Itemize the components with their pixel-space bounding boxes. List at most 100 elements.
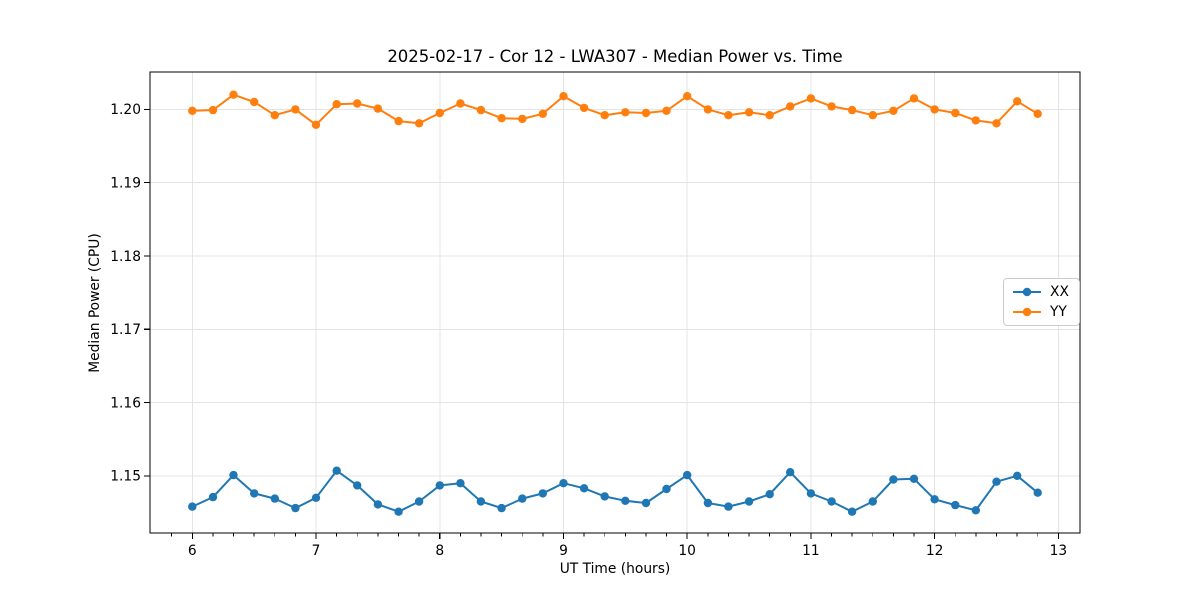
data-point-YY <box>229 90 238 99</box>
x-tick-label: 7 <box>312 543 321 559</box>
data-point-XX <box>1013 471 1022 480</box>
data-point-YY <box>765 111 774 120</box>
data-point-XX <box>518 494 527 503</box>
data-point-XX <box>559 479 568 488</box>
data-point-YY <box>827 102 836 111</box>
data-point-XX <box>250 489 259 498</box>
data-point-XX <box>1033 488 1042 497</box>
data-point-YY <box>806 94 816 103</box>
data-point-YY <box>476 105 486 115</box>
data-point-XX <box>311 493 321 502</box>
legend-line-marker-icon <box>1013 307 1041 317</box>
data-point-XX <box>208 492 218 502</box>
tick-labels: 6 7 8 9 10 11 12 13 1.15 1.16 1.17 1.18 1.19 1.20 <box>110 102 1067 559</box>
data-point-XX <box>621 496 630 505</box>
data-point-XX <box>703 498 713 508</box>
data-point-YY <box>744 108 754 117</box>
data-point-YY <box>683 92 692 101</box>
y-tick-label: 1.15 <box>110 469 141 485</box>
data-point-YY <box>270 111 279 120</box>
y-tick-label: 1.17 <box>110 322 141 338</box>
x-tick-label: 11 <box>802 543 820 559</box>
data-point-XX <box>600 492 609 501</box>
data-point-YY <box>518 114 527 124</box>
data-point-XX <box>497 503 506 513</box>
data-point-XX <box>538 489 547 498</box>
data-point-YY <box>971 116 980 125</box>
data-point-XX <box>291 503 300 513</box>
plot-border <box>149 71 1081 534</box>
data-point-YY <box>786 102 795 111</box>
data-point-XX <box>662 484 671 494</box>
data-point-YY <box>930 105 939 114</box>
data-point-XX <box>744 497 754 506</box>
x-tick-label: 12 <box>926 543 944 559</box>
series-YY <box>188 90 1042 129</box>
data-point-YY <box>208 105 218 115</box>
data-point-XX <box>724 502 733 511</box>
data-point-XX <box>806 489 816 498</box>
data-point-YY <box>724 111 733 120</box>
data-point-YY <box>250 97 259 107</box>
data-point-YY <box>538 109 547 119</box>
y-tick-label: 1.18 <box>110 249 141 265</box>
y-tick-label: 1.19 <box>110 175 141 191</box>
data-point-YY <box>600 111 609 120</box>
data-point-YY <box>868 111 877 120</box>
data-point-YY <box>497 114 506 123</box>
data-point-YY <box>559 92 568 101</box>
data-point-XX <box>579 484 589 493</box>
data-point-XX <box>951 500 960 510</box>
axis-ticks <box>144 108 1059 539</box>
data-point-XX <box>971 506 980 515</box>
data-point-XX <box>889 475 898 484</box>
x-tick-label: 9 <box>559 543 568 559</box>
data-point-YY <box>435 108 444 118</box>
data-point-YY <box>353 99 362 108</box>
data-point-XX <box>683 470 692 480</box>
data-point-YY <box>579 103 589 113</box>
grid-lines <box>150 72 1080 533</box>
data-point-YY <box>291 105 300 114</box>
data-point-YY <box>951 108 960 118</box>
data-point-YY <box>909 94 919 103</box>
data-point-XX <box>909 474 919 483</box>
legend: XX YY <box>1003 278 1080 326</box>
data-point-YY <box>311 120 321 129</box>
data-point-XX <box>435 481 444 490</box>
data-point-XX <box>476 497 486 506</box>
x-tick-label: 10 <box>678 543 696 559</box>
data-point-YY <box>332 100 341 109</box>
x-tick-label: 13 <box>1050 543 1068 559</box>
data-point-XX <box>847 507 857 516</box>
data-point-YY <box>662 106 671 116</box>
legend-label: XX <box>1050 284 1069 300</box>
data-point-XX <box>641 498 651 508</box>
legend-line-marker-icon <box>1013 287 1041 297</box>
y-tick-label: 1.20 <box>110 102 141 118</box>
series-XX <box>188 466 1042 516</box>
data-point-YY <box>703 105 713 114</box>
data-point-XX <box>270 494 279 503</box>
chart-title: 2025-02-17 - Cor 12 - LWA307 - Median Po… <box>387 47 843 66</box>
data-point-YY <box>1033 109 1042 119</box>
y-tick-label: 1.16 <box>110 395 141 411</box>
data-point-YY <box>394 116 403 126</box>
x-tick-label: 8 <box>435 543 444 559</box>
data-point-XX <box>868 497 877 506</box>
data-point-YY <box>621 108 630 117</box>
x-tick-label: 6 <box>188 543 197 559</box>
data-point-XX <box>414 497 424 506</box>
data-point-YY <box>1013 97 1022 106</box>
data-point-XX <box>786 468 795 477</box>
data-point-XX <box>353 481 362 490</box>
data-point-YY <box>641 108 651 118</box>
legend-item-xx: XX <box>1012 284 1069 300</box>
data-point-XX <box>930 495 939 504</box>
legend-label: YY <box>1050 304 1067 320</box>
data-point-XX <box>188 502 197 511</box>
data-point-XX <box>394 507 403 516</box>
x-axis-label: UT Time (hours) <box>559 561 671 577</box>
data-point-YY <box>414 119 424 128</box>
